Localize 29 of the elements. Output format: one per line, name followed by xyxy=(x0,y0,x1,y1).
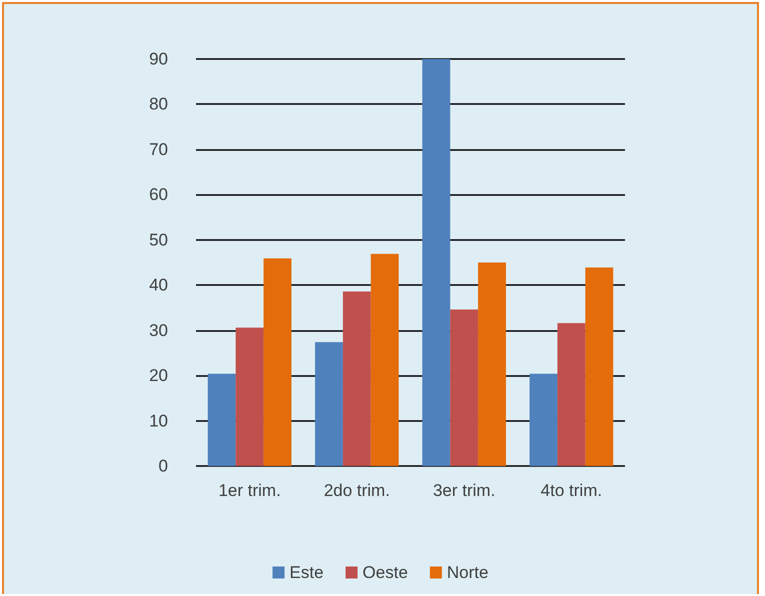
x-tick-label: 2do trim. xyxy=(324,481,390,500)
bar xyxy=(557,323,586,466)
bar xyxy=(315,342,343,466)
y-tick-label: 70 xyxy=(149,140,168,159)
y-tick-label: 40 xyxy=(149,276,168,295)
legend-label: Este xyxy=(290,563,324,582)
x-tick-label: 4to trim. xyxy=(540,481,602,500)
y-tick-label: 50 xyxy=(149,230,168,250)
bar xyxy=(236,328,264,466)
y-tick-label: 90 xyxy=(149,50,168,68)
y-tick-label: 60 xyxy=(149,185,168,204)
legend-label: Oeste xyxy=(362,563,408,582)
bar xyxy=(208,374,236,466)
y-tick-label: 80 xyxy=(149,94,168,114)
y-tick-label: 10 xyxy=(149,411,168,430)
bar xyxy=(450,310,478,466)
bar xyxy=(342,291,371,466)
bar xyxy=(422,59,450,466)
bar xyxy=(585,267,614,466)
bar xyxy=(478,262,506,466)
legend-label: Norte xyxy=(446,563,488,582)
y-tick-label: 30 xyxy=(149,320,168,340)
x-tick-label: 3er trim. xyxy=(432,481,496,500)
x-tick-label: 1er trim. xyxy=(218,481,281,500)
bar xyxy=(370,254,399,466)
bar xyxy=(530,374,558,466)
bar xyxy=(264,258,292,466)
y-tick-label: 0 xyxy=(158,456,168,476)
y-tick-label: 20 xyxy=(149,366,168,386)
